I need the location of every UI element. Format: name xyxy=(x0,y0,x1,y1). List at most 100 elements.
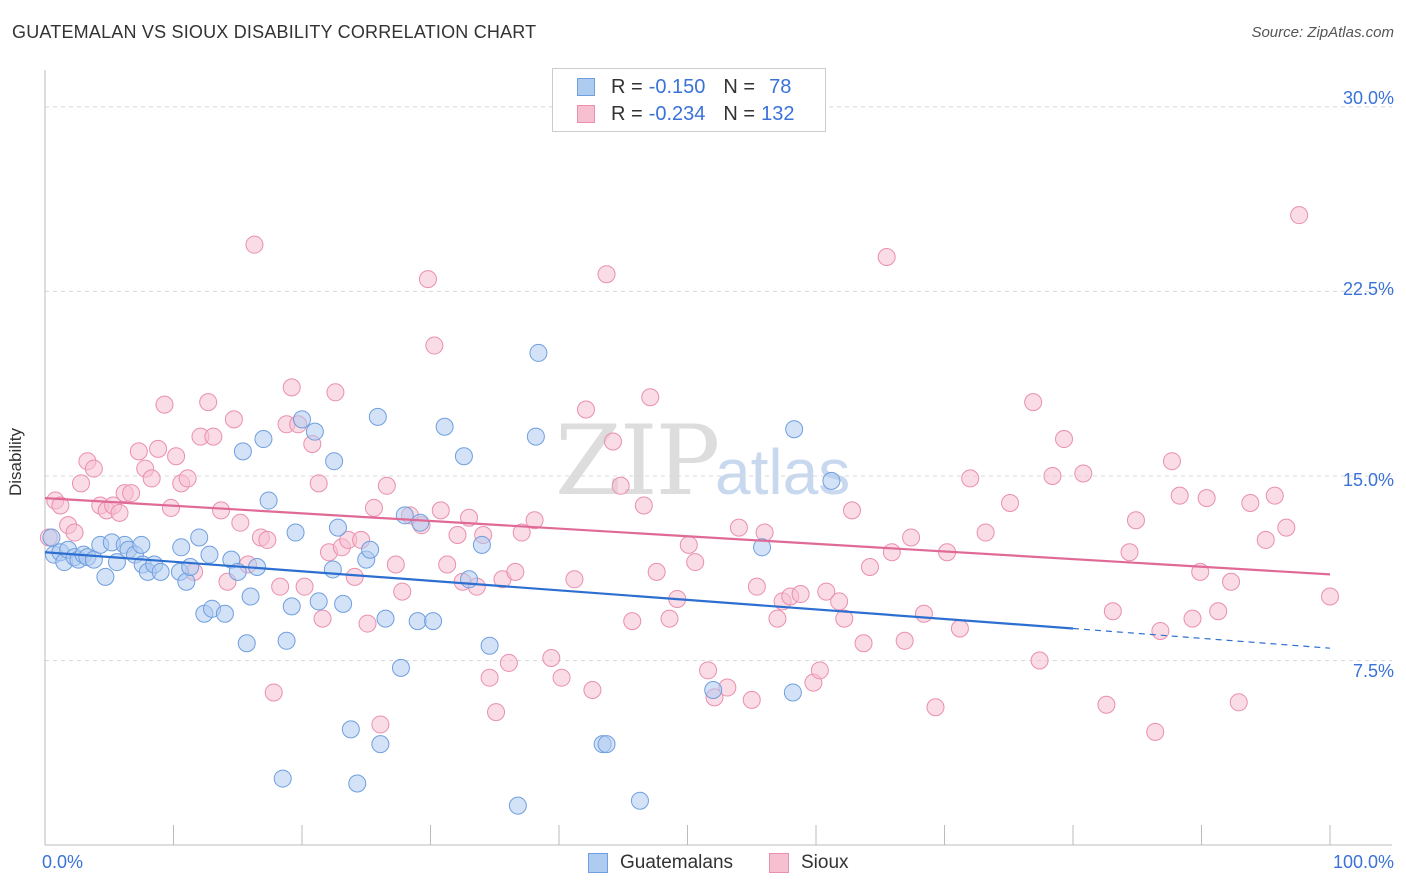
guatemalan-point xyxy=(177,572,196,591)
guatemalan-point xyxy=(785,420,804,439)
sioux-point xyxy=(358,614,377,633)
guatemalan-point xyxy=(293,410,311,429)
sioux-point xyxy=(199,393,218,412)
guatemalan-point xyxy=(454,447,473,466)
guatemalan-point xyxy=(348,774,367,793)
sioux-point xyxy=(597,265,616,284)
sioux-point xyxy=(641,388,660,407)
y-tick-label: 15.0% xyxy=(1342,470,1394,490)
sioux-point xyxy=(699,661,718,680)
sioux-point xyxy=(377,476,396,495)
sioux-point xyxy=(271,577,290,596)
r-label: R = xyxy=(611,102,643,125)
n-label: N = xyxy=(723,102,756,125)
sioux-point xyxy=(747,577,766,596)
sioux-point xyxy=(603,432,622,451)
guatemalan-point xyxy=(96,567,115,586)
sioux-point xyxy=(830,592,849,611)
sioux-point xyxy=(84,459,103,478)
n-label: N = xyxy=(723,75,756,98)
legend-item-guatemalans[interactable]: Guatemalans xyxy=(588,852,733,874)
guatemalan-point xyxy=(368,407,387,426)
y-tick-label: 22.5% xyxy=(1342,279,1394,299)
sioux-point xyxy=(1055,430,1074,449)
guatemalan-point xyxy=(508,796,527,815)
sioux-point xyxy=(1151,621,1170,640)
sioux-point xyxy=(204,427,223,446)
sioux-point xyxy=(65,523,84,542)
sioux-point xyxy=(149,439,168,458)
sioux-point xyxy=(576,400,595,419)
sioux-point xyxy=(611,476,630,495)
sioux-point xyxy=(506,562,525,581)
sioux-point xyxy=(418,270,437,289)
sioux-point xyxy=(1321,587,1339,606)
sioux-point xyxy=(742,690,761,709)
guatemalan-point xyxy=(254,430,273,449)
sioux-point xyxy=(1043,466,1062,485)
sioux-point xyxy=(487,703,506,722)
guatemalan-point xyxy=(424,612,443,631)
n-value: 78 xyxy=(769,75,792,98)
sioux-point xyxy=(914,604,933,623)
guatemalan-point xyxy=(172,538,191,557)
sioux-point xyxy=(282,378,301,397)
legend-item-sioux[interactable]: Sioux xyxy=(769,852,849,874)
sioux-point xyxy=(1209,602,1228,621)
watermark-atlas: atlas xyxy=(715,436,851,508)
source-credit: Source: ZipAtlas.com xyxy=(1251,24,1394,41)
guatemalan-point xyxy=(241,587,260,606)
sioux-point xyxy=(1290,206,1309,225)
sioux-point xyxy=(431,501,450,520)
guatemalan-point xyxy=(282,597,301,616)
n-value: 132 xyxy=(761,102,795,125)
sioux-point xyxy=(1146,722,1165,741)
guatemalan-point xyxy=(753,538,772,557)
pink-swatch-icon xyxy=(577,105,595,123)
guatemalan-point xyxy=(328,518,347,537)
guatemalan-point xyxy=(480,636,499,655)
guatemalan-point xyxy=(435,417,454,436)
sioux-point xyxy=(835,609,854,628)
guatemalan-point xyxy=(704,681,723,699)
sioux-trend-line xyxy=(44,496,1331,576)
sioux-point xyxy=(976,523,995,542)
sioux-point xyxy=(480,668,499,687)
sioux-point xyxy=(1001,494,1020,513)
watermark-zip: ZIP xyxy=(555,405,720,517)
sioux-point xyxy=(161,498,180,517)
sioux-point xyxy=(1241,494,1260,513)
guatemalan-point xyxy=(215,604,234,623)
sioux-point xyxy=(810,661,829,680)
sioux-point xyxy=(1277,518,1296,537)
sioux-point xyxy=(1074,464,1093,483)
guatemalan-point xyxy=(526,427,545,446)
r-label: R = xyxy=(611,75,643,98)
sioux-point xyxy=(1222,572,1241,591)
sioux-point xyxy=(1197,489,1216,508)
guatemalan-point xyxy=(237,634,256,653)
sioux-point xyxy=(1265,486,1284,505)
sioux-point xyxy=(110,503,129,522)
blue-swatch-icon xyxy=(588,853,608,873)
guatemalan-point xyxy=(309,592,328,611)
guatemalan-point xyxy=(822,471,841,490)
sioux-point xyxy=(854,634,873,653)
sioux-point xyxy=(386,555,405,574)
guatemalan-point xyxy=(181,557,200,576)
sioux-point xyxy=(1229,693,1248,712)
sioux-point xyxy=(860,557,879,576)
sioux-point xyxy=(364,498,383,517)
sioux-point xyxy=(448,526,467,544)
legend-label: Sioux xyxy=(801,852,849,873)
guatemalan-point xyxy=(277,631,296,650)
guatemalan-point xyxy=(259,491,278,510)
guatemalan-point xyxy=(286,523,305,542)
guatemalan-point xyxy=(334,594,353,613)
sioux-point xyxy=(895,631,914,650)
sioux-point xyxy=(313,609,332,628)
sioux-point xyxy=(71,474,90,493)
sioux-point xyxy=(755,523,774,542)
legend-label: Guatemalans xyxy=(620,852,734,873)
